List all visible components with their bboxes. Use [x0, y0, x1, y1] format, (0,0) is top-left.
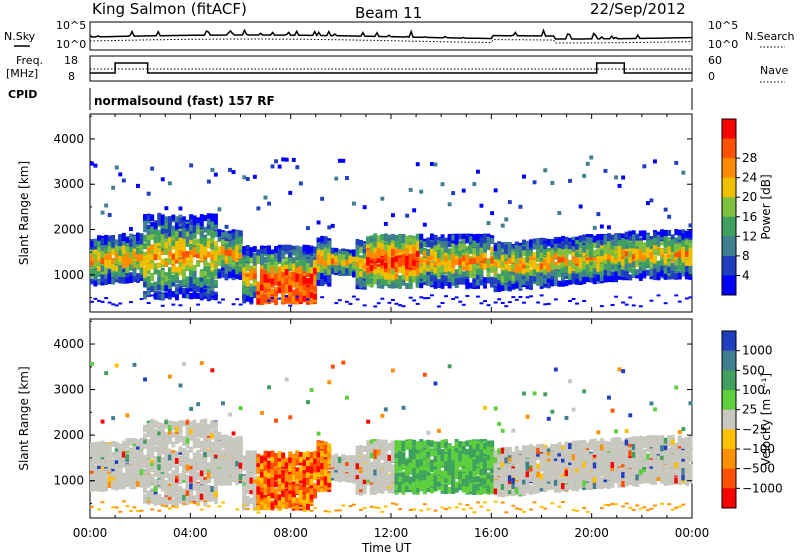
power-panel: 1000 2000 3000 4000 Slant Range [km] 4 8 12 16 20… — [17, 113, 773, 313]
nsky-line — [89, 28, 692, 40]
y-axis-label: Slant Range [km] — [17, 161, 31, 265]
nsky-label: N.Sky — [4, 30, 36, 43]
heatmap-cells — [90, 155, 693, 308]
colorbar-segment — [722, 236, 736, 257]
colorbar-tick-label: 20 — [742, 190, 757, 204]
nsearch-line — [90, 38, 692, 44]
cpid-label: CPID — [8, 88, 37, 101]
colorbar-label: Velocity [m s⁻¹] — [759, 373, 773, 466]
colorbar-segment — [722, 409, 736, 430]
freq-label-1: Freq. — [16, 54, 43, 67]
station-title: King Salmon (fitACF) — [92, 0, 247, 18]
freq-tick-high: 18 — [64, 54, 78, 67]
noise-lines — [89, 28, 692, 44]
date-title: 22/Sep/2012 — [590, 0, 686, 18]
colorbar-tick-label: 24 — [742, 171, 757, 185]
x-tick-label: 16:00 — [474, 526, 509, 540]
colorbar-tick-label: 8 — [742, 249, 750, 263]
x-tick-label: 04:00 — [173, 526, 208, 540]
x-tick-label: 20:00 — [574, 526, 609, 540]
colorbar-segment — [722, 331, 736, 352]
freq-tick-low: 8 — [68, 70, 75, 83]
nave-label: Nave — [760, 64, 788, 77]
colorbar-tick-label: 1000 — [742, 344, 773, 358]
noise-tick-right-low: 10^0 — [708, 38, 738, 51]
y-tick-label: 3000 — [53, 177, 84, 191]
colorbar-segment — [722, 488, 736, 509]
colorbar-tick-label: 4 — [742, 268, 750, 282]
y-tick-label: 1000 — [53, 268, 84, 282]
nsearch-label: N.Search — [745, 30, 795, 43]
colorbar-tick-label: −500 — [742, 462, 775, 476]
colorbar-segment — [722, 216, 736, 237]
x-tick-label: 00:00 — [73, 526, 108, 540]
y-tick-label: 4000 — [53, 337, 84, 351]
colorbar-label: Power [dB] — [759, 174, 773, 239]
colorbar-segment — [722, 158, 736, 179]
freq-label-2: [MHz] — [6, 67, 38, 80]
x-tick-label: 12:00 — [374, 526, 409, 540]
colorbar-tick-label: 28 — [742, 151, 757, 165]
colorbar-segment — [722, 468, 736, 489]
y-axis-label: Slant Range [km] — [17, 366, 31, 470]
time-axis-label: Time UT — [361, 541, 412, 554]
colorbar-tick-label: −100 — [742, 442, 775, 456]
colorbar-tick-label: −1000 — [742, 481, 783, 495]
colorbar-tick-label: 16 — [742, 210, 757, 224]
colorbar-segment — [722, 429, 736, 450]
y-tick-label: 4000 — [53, 132, 84, 146]
colorbar-segment — [722, 255, 736, 276]
colorbar-segment — [722, 449, 736, 470]
y-tick-label: 2000 — [53, 428, 84, 442]
colorbar-tick-label: 500 — [742, 363, 765, 377]
colorbar-tick-label: 100 — [742, 383, 765, 397]
colorbar-segment — [722, 370, 736, 391]
y-tick-label: 3000 — [53, 383, 84, 397]
freq-lines — [90, 62, 692, 74]
colorbar-segment — [722, 177, 736, 198]
heatmap-cells — [90, 360, 693, 514]
nave-tick-high: 60 — [708, 54, 722, 67]
time-axis: 00:00 04:00 08:00 12:00 16:00 20:00 00:00 — [73, 114, 710, 540]
colorbar-segment — [722, 197, 736, 218]
x-tick-label: 08:00 — [273, 526, 308, 540]
colorbar-segment — [722, 390, 736, 411]
noise-tick-right-high: 10^5 — [708, 19, 738, 32]
nave-tick-low: 0 — [708, 70, 715, 83]
cpid-value: normalsound (fast) 157 RF — [94, 94, 275, 108]
colorbar-segment — [722, 119, 736, 140]
noise-tick-left-high: 10^5 — [56, 19, 86, 32]
y-tick-label: 1000 — [53, 474, 84, 488]
colorbar-segment — [722, 275, 736, 296]
noise-tick-left-low: 10^0 — [56, 38, 86, 51]
x-tick-label: 00:00 — [675, 526, 710, 540]
colorbar-tick-label: −25 — [742, 422, 767, 436]
colorbar: 1000 500 100 25 −25 −100 −500 −1000 Velocity [m … — [721, 330, 783, 509]
beam-title: Beam 11 — [355, 4, 422, 22]
colorbar-segment — [722, 350, 736, 371]
y-tick-label: 2000 — [53, 223, 84, 237]
freq-line — [90, 62, 692, 74]
colorbar-tick-label: 12 — [742, 229, 757, 243]
colorbar-segment — [722, 138, 736, 159]
colorbar-tick-label: 25 — [742, 403, 757, 417]
